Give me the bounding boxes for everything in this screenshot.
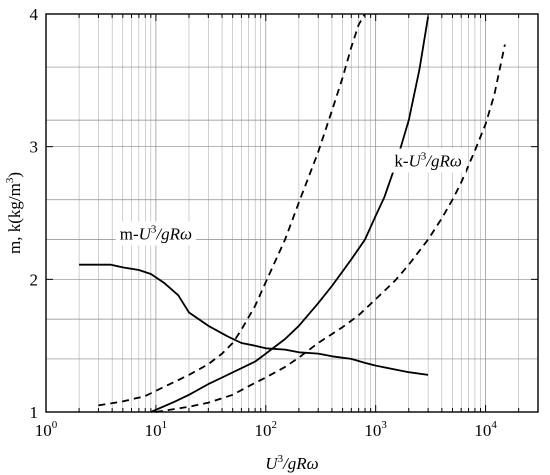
- annotation-background: [115, 221, 197, 246]
- grid: [45, 13, 539, 413]
- curve-annotation: m-U3/gRω: [115, 221, 197, 246]
- y-tick-label: 4: [30, 5, 39, 24]
- solid-series-line-2: [150, 16, 429, 413]
- y-axis-label: m, k(kg/m3): [4, 172, 24, 254]
- x-tick-label: 103: [364, 419, 387, 440]
- y-tick-label: 3: [30, 138, 39, 157]
- dashed-series-line-3: [98, 13, 366, 407]
- series-group: [79, 13, 506, 413]
- annotation-group: m-U3/gRω k-U3/gRω: [115, 148, 466, 246]
- x-axis-label: U3/gRω: [265, 453, 318, 473]
- curve-annotation: k-U3/gRω: [390, 148, 466, 173]
- x-tick-label: 100: [35, 419, 58, 440]
- annotation-background: [390, 148, 466, 173]
- y-tick-label: 1: [30, 403, 39, 422]
- dashed-series-line-4: [155, 44, 506, 413]
- plot-frame: [45, 13, 539, 413]
- x-tick-label: 102: [255, 419, 278, 440]
- solid-series-line-1: [79, 263, 429, 376]
- x-tick-label: 101: [145, 419, 168, 440]
- y-tick-label: 2: [30, 270, 39, 289]
- annotation-text: k-U3/gRω: [394, 151, 462, 171]
- ticks: 100 101 102 103 104 1 2 3 4: [30, 5, 539, 440]
- annotation-text: m-U3/gRω: [120, 224, 192, 244]
- x-tick-label: 104: [474, 419, 497, 440]
